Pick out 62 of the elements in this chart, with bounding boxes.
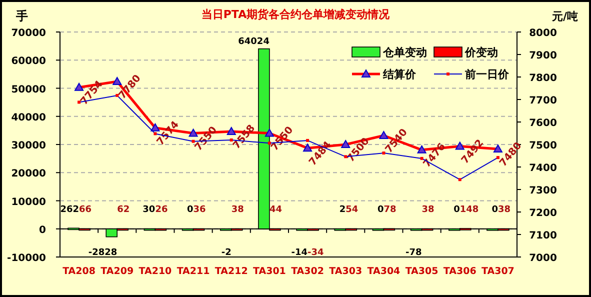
y-tick-label: 20000: [11, 168, 46, 180]
y-tick-label: 70000: [11, 28, 46, 39]
y2-tick-label: 7200: [529, 208, 557, 219]
chart-title: 当日PTA期货各合约仓单增减变动情况: [201, 8, 391, 21]
data-label: 26: [155, 204, 168, 215]
x-tick-label: TA211: [176, 266, 210, 277]
data-label: 0: [454, 204, 460, 215]
data-label: 2: [339, 204, 346, 215]
data-label: -78: [406, 248, 422, 258]
x-tick-label: TA304: [367, 266, 401, 277]
y2-tick-label: 8000: [529, 28, 557, 39]
y2-tick-label: 7300: [529, 186, 557, 196]
y2-tick-label: 7700: [529, 96, 557, 106]
y-tick-label: 30000: [11, 140, 46, 152]
y2-tick-label: 7900: [529, 50, 557, 62]
data-label: 148: [460, 204, 479, 215]
data-label: 0: [187, 204, 194, 215]
data-label: 0: [377, 204, 384, 215]
y-tick-label: 50000: [11, 84, 46, 96]
data-label: 66: [79, 204, 92, 215]
data-label: -2: [221, 248, 232, 258]
x-tick-label: TA305: [405, 266, 438, 277]
data-label: 0: [492, 204, 498, 215]
data-label: -2828: [88, 248, 118, 258]
legend-label: 价变动: [464, 46, 498, 59]
x-tick-label: TA212: [214, 266, 248, 277]
data-label: 38: [231, 204, 244, 215]
data-label: 38: [422, 204, 434, 215]
y-axis-title: 手: [15, 9, 28, 23]
data-label: 262: [60, 204, 80, 215]
x-tick-label: TA301: [252, 266, 286, 277]
data-label: 38: [498, 204, 510, 215]
y2-tick-label: 7100: [529, 230, 557, 242]
y2-tick-label: 7400: [529, 163, 557, 174]
x-tick-label: TA303: [329, 266, 362, 277]
y-tick-label: 60000: [11, 56, 46, 68]
y-tick-label: 40000: [11, 112, 46, 124]
y2-tick-label: 7600: [529, 118, 557, 129]
x-tick-label: TA210: [138, 266, 172, 277]
y-tick-label: 0: [39, 224, 46, 236]
data-label: -34: [308, 248, 324, 258]
legend-label: 仓单变动: [382, 46, 427, 59]
x-tick-label: TA306: [443, 266, 477, 277]
legend-label: 前一日价: [464, 68, 510, 81]
y2-tick-label: 7000: [529, 253, 557, 264]
y-tick-label: 10000: [11, 196, 46, 208]
x-tick-label: TA208: [62, 266, 96, 277]
data-label: 64024: [238, 36, 270, 47]
data-label: 30: [142, 204, 156, 215]
x-tick-label: TA209: [100, 266, 134, 277]
y-tick-label: -10000: [7, 253, 46, 264]
data-label: -14: [291, 248, 308, 258]
y2-axis-title: 元/吨: [550, 10, 578, 23]
data-label: 62: [117, 204, 130, 215]
legend-label: 结算价: [382, 68, 417, 81]
y2-tick-label: 7800: [529, 73, 557, 84]
data-label: 78: [384, 204, 396, 215]
x-tick-label: TA302: [291, 266, 324, 277]
x-tick-label: TA307: [481, 266, 514, 277]
data-label: 54: [346, 204, 358, 215]
y2-tick-label: 7500: [529, 140, 557, 152]
data-label: 36: [193, 204, 206, 215]
